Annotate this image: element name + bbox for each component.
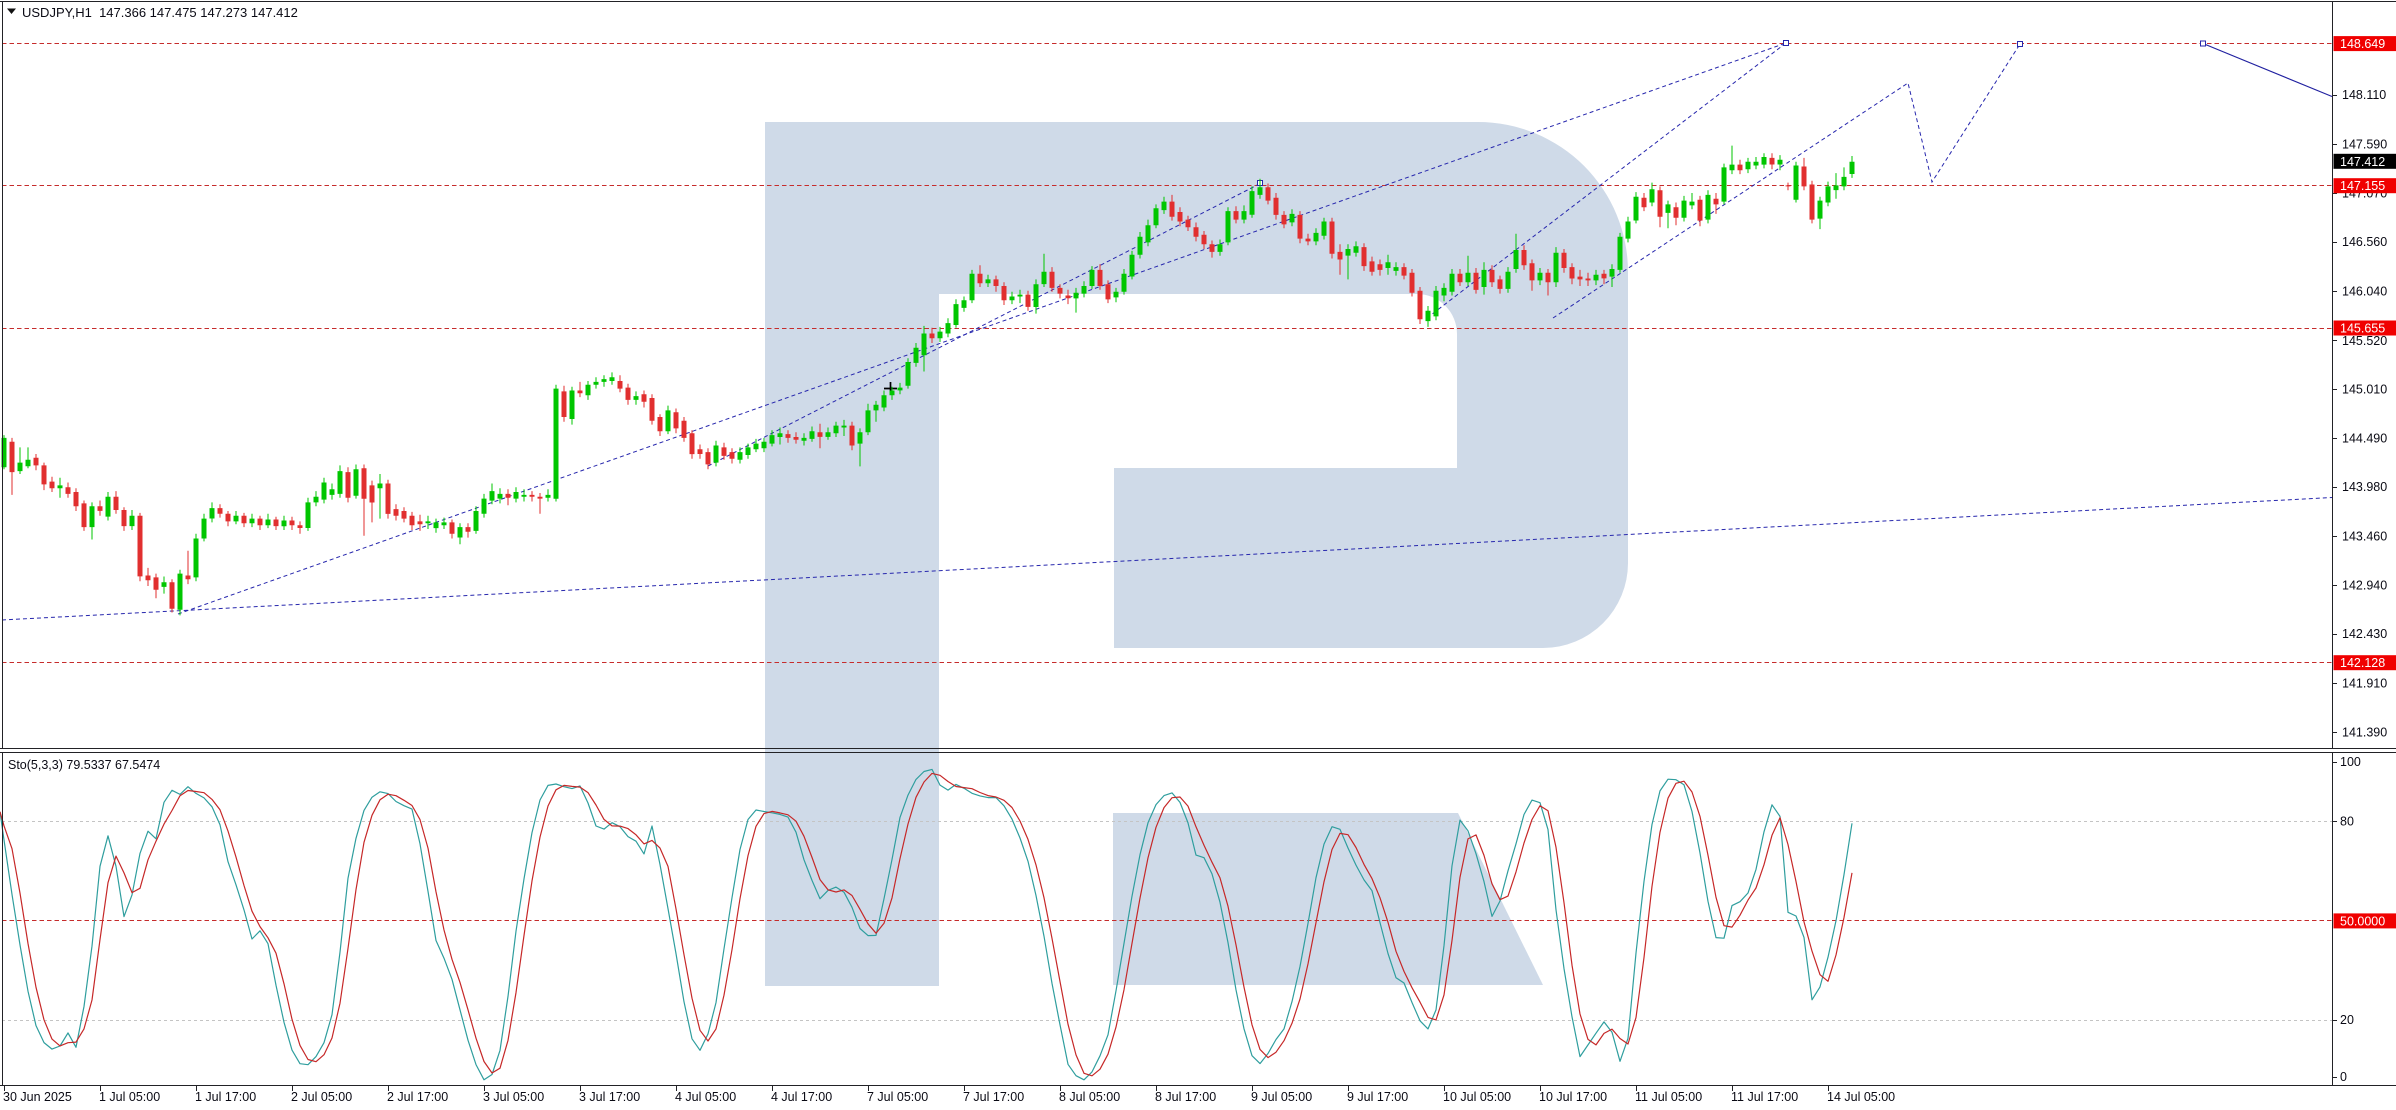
- svg-text:1 Jul 05:00: 1 Jul 05:00: [99, 1090, 160, 1104]
- svg-text:141.910: 141.910: [2342, 676, 2387, 690]
- svg-text:3 Jul 17:00: 3 Jul 17:00: [579, 1090, 640, 1104]
- svg-text:148.110: 148.110: [2342, 88, 2386, 102]
- svg-text:10 Jul 05:00: 10 Jul 05:00: [1443, 1090, 1511, 1104]
- svg-text:147.590: 147.590: [2342, 137, 2387, 151]
- svg-text:80: 80: [2340, 815, 2354, 829]
- svg-text:142.128: 142.128: [2340, 656, 2385, 670]
- svg-text:2 Jul 17:00: 2 Jul 17:00: [387, 1090, 448, 1104]
- svg-text:147.155: 147.155: [2340, 179, 2385, 193]
- svg-text:4 Jul 17:00: 4 Jul 17:00: [771, 1090, 832, 1104]
- svg-text:8 Jul 17:00: 8 Jul 17:00: [1155, 1090, 1216, 1104]
- svg-text:146.040: 146.040: [2342, 285, 2387, 299]
- svg-text:145.655: 145.655: [2340, 322, 2385, 336]
- svg-text:141.390: 141.390: [2342, 726, 2387, 740]
- svg-text:7 Jul 05:00: 7 Jul 05:00: [867, 1090, 928, 1104]
- svg-text:146.560: 146.560: [2342, 235, 2387, 249]
- svg-text:Sto(5,3,3) 79.5337 67.5474: Sto(5,3,3) 79.5337 67.5474: [8, 758, 160, 772]
- svg-text:50.0000: 50.0000: [2340, 914, 2385, 928]
- svg-text:4 Jul 05:00: 4 Jul 05:00: [675, 1090, 736, 1104]
- svg-text:30 Jun 2025: 30 Jun 2025: [3, 1090, 72, 1104]
- svg-text:142.430: 142.430: [2342, 627, 2387, 641]
- svg-text:11 Jul 17:00: 11 Jul 17:00: [1731, 1090, 1798, 1104]
- svg-text:143.460: 143.460: [2342, 529, 2387, 543]
- svg-text:2 Jul 05:00: 2 Jul 05:00: [291, 1090, 352, 1104]
- svg-text:144.490: 144.490: [2342, 432, 2387, 446]
- svg-text:8 Jul 05:00: 8 Jul 05:00: [1059, 1090, 1120, 1104]
- svg-text:143.980: 143.980: [2342, 480, 2387, 494]
- svg-text:14 Jul 05:00: 14 Jul 05:00: [1827, 1090, 1895, 1104]
- svg-text:20: 20: [2340, 1013, 2354, 1027]
- svg-text:9 Jul 17:00: 9 Jul 17:00: [1347, 1090, 1408, 1104]
- svg-text:1 Jul 17:00: 1 Jul 17:00: [195, 1090, 256, 1104]
- svg-text:9 Jul 05:00: 9 Jul 05:00: [1251, 1090, 1312, 1104]
- svg-text:145.520: 145.520: [2342, 334, 2387, 348]
- svg-text:0: 0: [2340, 1070, 2347, 1084]
- svg-text:142.940: 142.940: [2342, 579, 2387, 593]
- svg-text:7 Jul 17:00: 7 Jul 17:00: [963, 1090, 1024, 1104]
- svg-text:145.010: 145.010: [2342, 382, 2387, 396]
- svg-text:USDJPY,H1 147.366 147.475 147: USDJPY,H1 147.366 147.475 147.273 147.41…: [22, 5, 298, 20]
- svg-text:147.412: 147.412: [2340, 155, 2385, 169]
- svg-text:10 Jul 17:00: 10 Jul 17:00: [1539, 1090, 1607, 1104]
- svg-text:3 Jul 05:00: 3 Jul 05:00: [483, 1090, 544, 1104]
- svg-text:148.649: 148.649: [2340, 37, 2385, 51]
- svg-text:100: 100: [2340, 755, 2361, 769]
- svg-text:11 Jul 05:00: 11 Jul 05:00: [1635, 1090, 1702, 1104]
